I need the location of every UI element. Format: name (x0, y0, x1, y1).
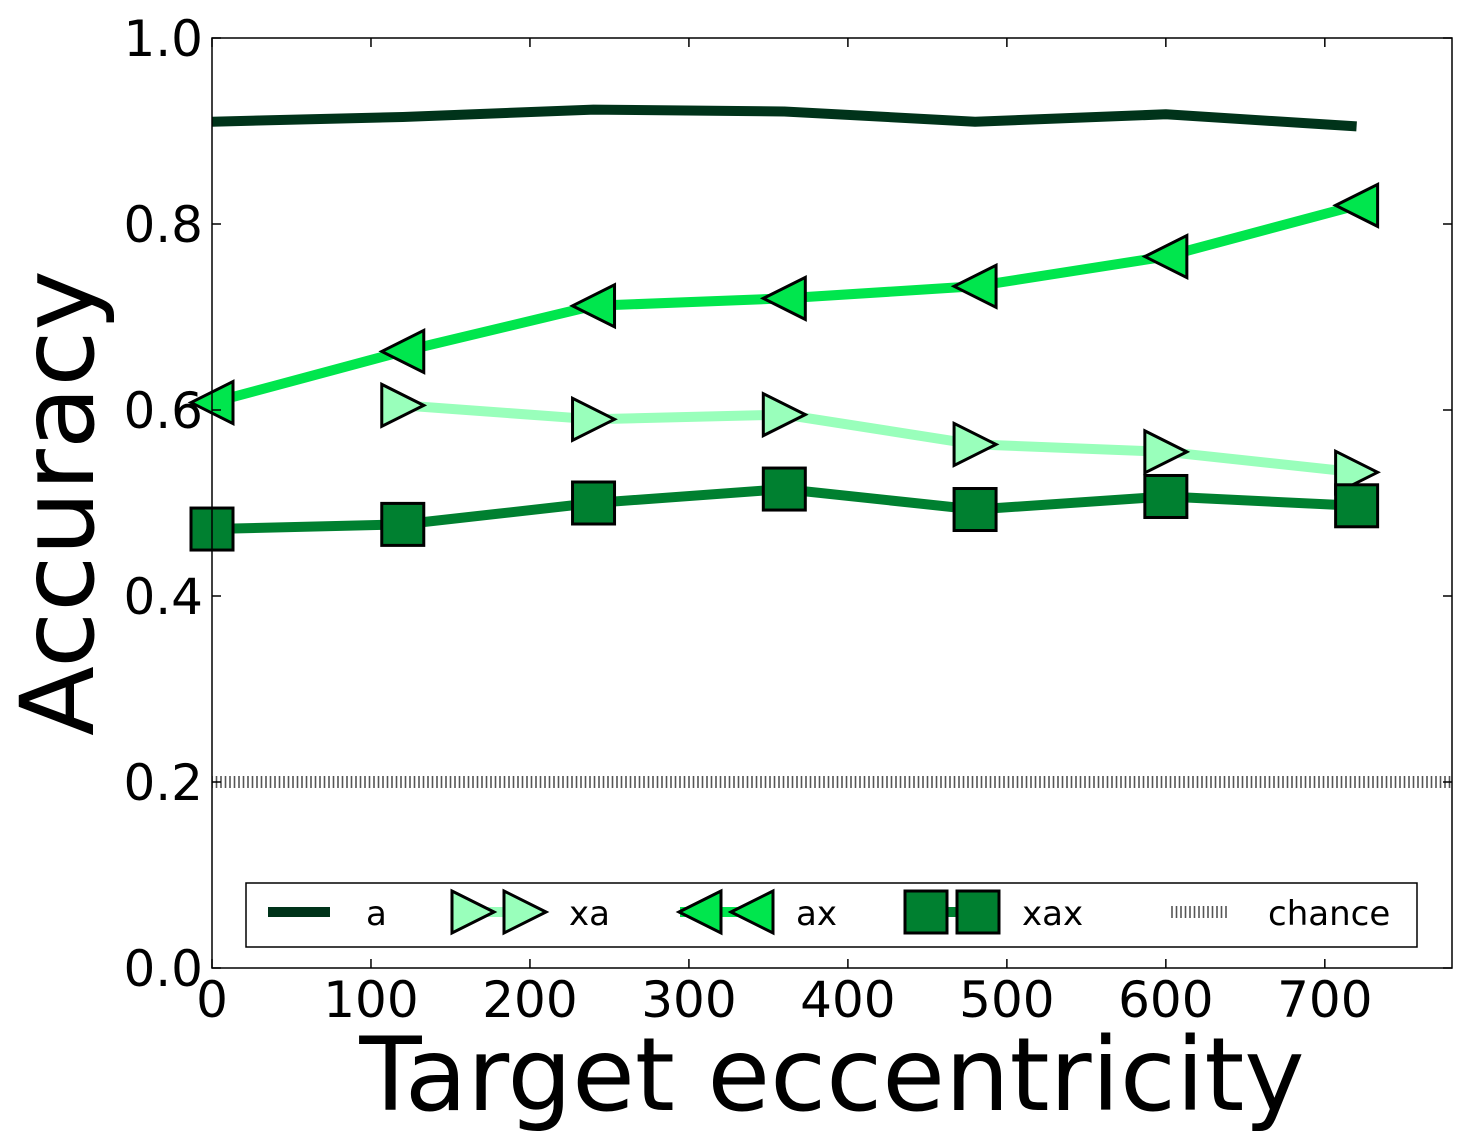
y-tick-label: 0.0 (123, 940, 203, 998)
data-point-ax (1332, 181, 1380, 229)
legend-marker-ax (727, 888, 775, 936)
legend-label-ax: ax (796, 894, 837, 934)
data-point-xax (571, 480, 617, 526)
x-tick-label: 200 (482, 971, 577, 1029)
legend-entry-a: a (268, 894, 387, 934)
series-line-xa (402, 400, 1358, 478)
data-point-xax (1334, 483, 1380, 529)
data-point-ax (950, 262, 998, 310)
x-tick-label: 300 (641, 971, 736, 1029)
x-tick-label: 600 (1118, 971, 1213, 1029)
legend-entry-xa: xa (450, 888, 610, 936)
x-tick-label: 500 (959, 971, 1054, 1029)
legend-marker-ax (675, 888, 723, 936)
x-tick-label: 700 (1277, 971, 1372, 1029)
data-point-xa (571, 395, 618, 443)
x-tick-label: 100 (323, 971, 418, 1029)
data-point-ax (1141, 233, 1189, 280)
y-tick-label: 0.2 (123, 754, 203, 812)
legend-marker-xax (955, 889, 1001, 935)
data-point-xa (952, 420, 1000, 468)
legend-label-xa: xa (569, 894, 610, 934)
y-tick-label: 1.0 (123, 10, 203, 68)
legend: a xa ax xax chance (245, 882, 1418, 948)
data-point-xa (380, 381, 428, 429)
ticks-layer: 0 100 200 300 400 500 600 700 0.0 0.2 0.4 0.6 0.8 1.0 (123, 10, 1452, 1029)
data-point-xax (1143, 473, 1189, 519)
series-layer (212, 104, 1451, 788)
x-axis-title: Target eccentricity (358, 1016, 1304, 1135)
data-point-xa (761, 391, 809, 439)
legend-marker-xax (903, 889, 949, 935)
y-tick-label: 0.4 (123, 568, 203, 626)
legend-entry-chance: chance (1171, 894, 1390, 934)
y-tick-label: 0.8 (123, 196, 203, 254)
plot-frame (211, 37, 1453, 969)
y-axis-title: Accuracy (0, 270, 118, 736)
data-point-xa (1334, 448, 1381, 496)
legend-entry-xax: xax (903, 889, 1083, 935)
data-point-xax (952, 487, 998, 533)
legend-marker-xa (450, 888, 498, 936)
legend-label-xax: xax (1022, 894, 1083, 934)
series-line-chance (212, 776, 1451, 788)
y-tick-label: 0.6 (123, 382, 203, 440)
data-point-ax (759, 274, 807, 322)
data-point-ax (569, 282, 617, 330)
data-point-ax (378, 327, 426, 375)
data-point-xax (380, 501, 426, 547)
data-point-xax (761, 466, 807, 512)
series-line-a (212, 104, 1357, 132)
legend-label-chance: chance (1268, 894, 1390, 934)
markers-layer (187, 181, 1381, 552)
legend-entry-ax: ax (675, 888, 837, 936)
legend-label-a: a (366, 894, 387, 934)
data-point-xa (1143, 428, 1191, 476)
legend-swatch-chance (1171, 906, 1227, 918)
x-tick-label: 0 (196, 971, 228, 1029)
legend-marker-xa (502, 888, 550, 936)
x-tick-label: 400 (800, 971, 895, 1029)
